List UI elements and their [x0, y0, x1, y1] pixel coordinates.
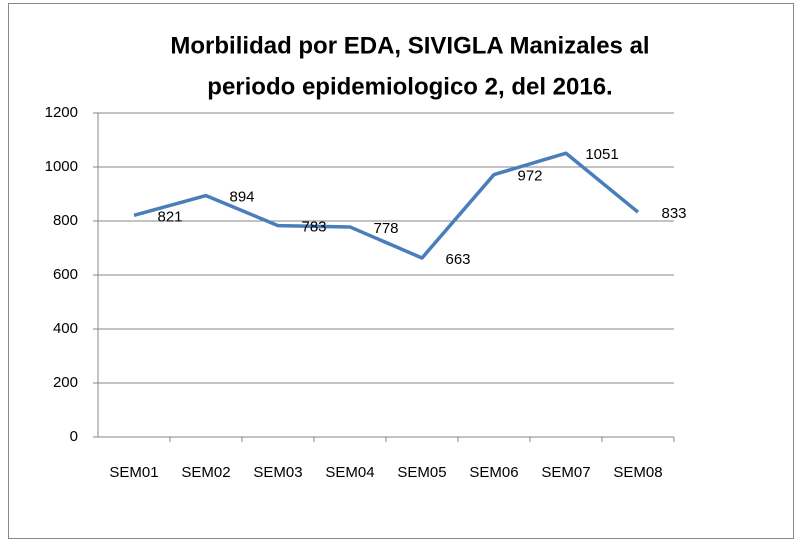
y-tick-label: 1200	[45, 104, 78, 121]
data-label: 1051	[585, 146, 618, 163]
y-tick-label: 1000	[45, 158, 78, 175]
x-tick-label: SEM05	[397, 464, 446, 481]
x-tick-label: SEM03	[253, 464, 302, 481]
chart-title: periodo epidemiologico 2, del 2016.	[207, 73, 612, 100]
chart-border	[8, 3, 794, 539]
y-tick-label: 0	[70, 428, 78, 445]
y-tick-label: 400	[53, 320, 78, 337]
series-line	[133, 151, 640, 260]
y-tick-label: 600	[53, 266, 78, 283]
data-label: 833	[661, 205, 686, 222]
chart-title: Morbilidad por EDA, SIVIGLA Manizales al	[170, 32, 649, 59]
x-tick-label: SEM04	[325, 464, 374, 481]
data-label: 778	[373, 220, 398, 237]
data-label: 894	[229, 189, 254, 206]
data-label: 663	[445, 251, 470, 268]
x-tick-label: SEM08	[613, 464, 662, 481]
y-tick-label: 200	[53, 374, 78, 391]
x-tick-label: SEM07	[541, 464, 590, 481]
x-tick-label: SEM06	[469, 464, 518, 481]
data-label: 821	[157, 208, 182, 225]
data-label: 972	[517, 168, 542, 185]
x-tick-label: SEM02	[181, 464, 230, 481]
y-tick-label: 800	[53, 212, 78, 229]
data-label: 783	[301, 219, 326, 236]
x-tick-label: SEM01	[109, 464, 158, 481]
